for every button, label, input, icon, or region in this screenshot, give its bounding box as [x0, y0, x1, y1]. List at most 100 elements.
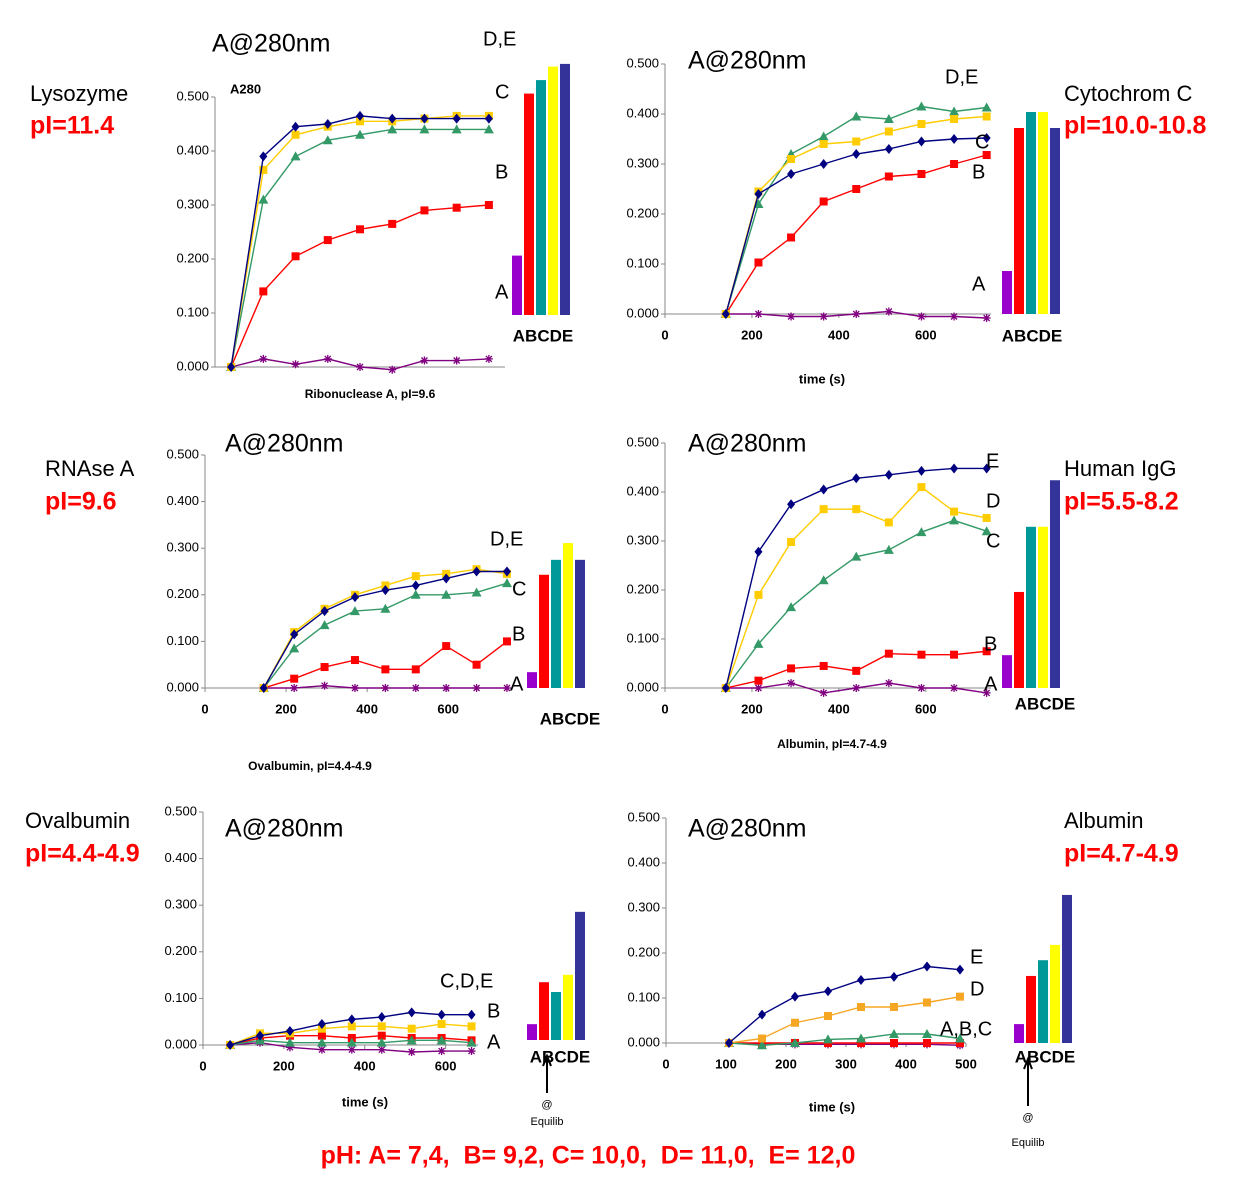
marker — [258, 194, 269, 204]
ph-bar — [563, 974, 573, 1040]
marker — [884, 172, 893, 181]
marker — [377, 1045, 386, 1054]
marker — [754, 258, 763, 267]
panel: 0.000 0.100 0.200 0.300 0.400 0.500 0 100 200 300… — [627, 808, 1178, 1149]
marker — [949, 106, 960, 116]
x-axis-label: time (s) — [342, 1094, 388, 1109]
marker — [824, 1012, 832, 1020]
x-axis-label: time (s) — [809, 1099, 855, 1114]
x-tick-label: 200 — [741, 701, 763, 716]
y-tick-label: 0.400 — [176, 142, 209, 157]
marker — [819, 312, 828, 321]
marker — [956, 1039, 964, 1047]
marker — [388, 365, 397, 374]
y-tick-label: 0.200 — [166, 586, 199, 601]
equilib-note: Equilib — [530, 1116, 563, 1128]
marker — [982, 463, 991, 474]
equilib-note: @ — [1022, 1112, 1033, 1124]
ph-bar — [575, 911, 585, 1040]
marker — [852, 505, 861, 514]
protein-name: RNAse A — [45, 456, 135, 481]
series-label: A — [495, 281, 509, 303]
ph-bar — [1050, 944, 1060, 1043]
x-tick-label: 0 — [661, 327, 668, 342]
marker — [857, 1003, 865, 1011]
x-tick-label: 400 — [828, 327, 850, 342]
series-line — [728, 965, 961, 1044]
panel-title: A@280nm — [225, 430, 344, 458]
series-label: D,E — [945, 66, 978, 88]
marker — [819, 140, 828, 148]
protein-name: Lysozyme — [30, 81, 128, 106]
ph-bar — [1026, 112, 1036, 314]
series-label: C — [975, 131, 989, 153]
marker — [824, 986, 832, 997]
protein-pi: pI=4.7-4.9 — [1064, 840, 1179, 868]
y-tick-label: 0.400 — [164, 850, 197, 865]
y-tick-label: 0.500 — [626, 434, 659, 449]
marker — [923, 961, 931, 972]
marker — [852, 137, 861, 146]
marker — [407, 1024, 416, 1033]
marker — [922, 1029, 932, 1038]
ph-bar — [539, 982, 549, 1040]
y-tick-label: 0.100 — [626, 255, 659, 270]
marker — [884, 144, 893, 154]
marker — [857, 1039, 865, 1047]
marker — [950, 312, 959, 321]
marker — [441, 589, 452, 599]
arrow — [1023, 1056, 1033, 1106]
bar-axis-label: ABCDE — [540, 709, 600, 728]
protein-name: Cytochrom C — [1064, 81, 1192, 106]
series-label: A,B,C — [940, 1018, 992, 1040]
protein-name: Human IgG — [1064, 456, 1177, 481]
marker — [451, 124, 462, 134]
marker — [981, 102, 992, 112]
y-tick-label: 0.300 — [166, 540, 199, 555]
marker — [291, 130, 300, 139]
y-tick-label: 0.000 — [626, 305, 659, 320]
marker — [226, 1040, 235, 1050]
marker — [787, 155, 796, 163]
y-tick-label: 0.400 — [626, 105, 659, 120]
marker — [316, 1037, 327, 1047]
ph-bar — [1038, 112, 1048, 314]
ph-bar — [1002, 655, 1012, 688]
marker — [982, 688, 991, 697]
marker — [349, 606, 360, 616]
marker — [818, 575, 829, 585]
marker — [347, 1045, 356, 1054]
marker — [787, 537, 796, 546]
marker — [787, 312, 796, 321]
marker — [950, 684, 959, 692]
marker — [317, 1019, 326, 1030]
bar-axis-label: ABCDE — [1002, 326, 1062, 345]
bar-axis-label: ABCDE — [530, 1047, 590, 1066]
marker — [291, 121, 300, 132]
panel-title: A@280nm — [688, 430, 807, 458]
y-tick-label: 0.200 — [176, 250, 209, 265]
ph-bar — [1014, 1024, 1024, 1043]
series-line — [728, 1033, 961, 1046]
x-tick-label: 600 — [437, 701, 459, 716]
marker — [981, 526, 992, 536]
marker — [884, 469, 893, 480]
marker — [884, 679, 893, 688]
marker — [889, 1029, 899, 1038]
panel: 0.000 0.100 0.200 0.300 0.400 0.500 0 200 400 600… — [45, 430, 600, 774]
marker — [291, 360, 300, 369]
marker — [883, 544, 894, 554]
panel-title: A@280nm — [688, 47, 807, 75]
ph-bar — [527, 1024, 537, 1040]
marker — [982, 647, 991, 656]
protein-pi: pI=11.4 — [30, 112, 114, 140]
marker — [982, 513, 991, 522]
marker — [982, 151, 991, 159]
marker — [407, 1007, 416, 1018]
series-line — [725, 519, 987, 689]
marker — [442, 684, 451, 692]
x-tick-label: 400 — [828, 701, 850, 716]
x-tick-label: 300 — [835, 1056, 857, 1071]
marker — [856, 1033, 866, 1043]
arrow — [542, 1053, 552, 1093]
